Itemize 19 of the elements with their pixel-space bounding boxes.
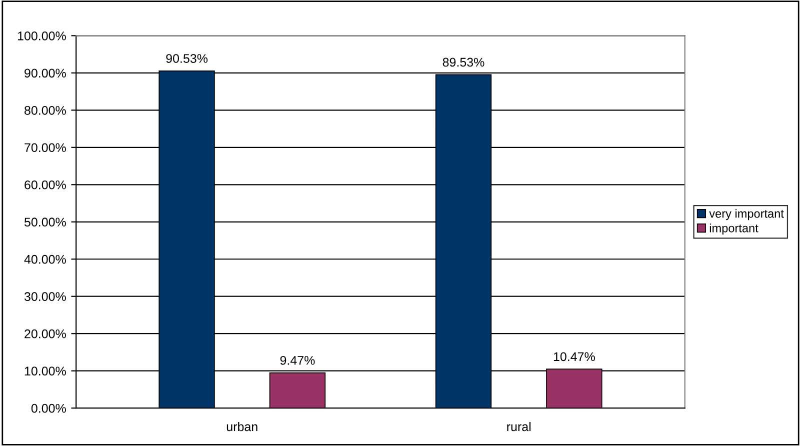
y-tick-label: 50.00% <box>24 218 66 227</box>
y-tick-label: 0.00% <box>31 404 66 413</box>
y-tick-label: 10.00% <box>24 366 66 376</box>
y-tick-label: 30.00% <box>24 292 66 302</box>
data-label: 9.47% <box>280 356 315 365</box>
data-label: 89.53% <box>442 58 484 67</box>
data-label: 10.47% <box>554 352 595 362</box>
y-tick-label: 90.00% <box>24 68 66 78</box>
y-tick-label: 80.00% <box>24 106 66 115</box>
data-label: 90.53% <box>166 54 208 63</box>
y-tick-label: 70.00% <box>24 143 66 152</box>
y-tick-label: 100.00% <box>18 31 66 40</box>
legend-label: important <box>710 224 758 235</box>
x-tick-label: rural <box>507 422 530 432</box>
y-tick-label: 20.00% <box>24 329 66 338</box>
y-tick-label: 60.00% <box>24 180 66 190</box>
legend-label: very important <box>709 209 784 220</box>
y-tick-label: 40.00% <box>24 254 66 264</box>
x-tick-label: urban <box>226 422 258 432</box>
